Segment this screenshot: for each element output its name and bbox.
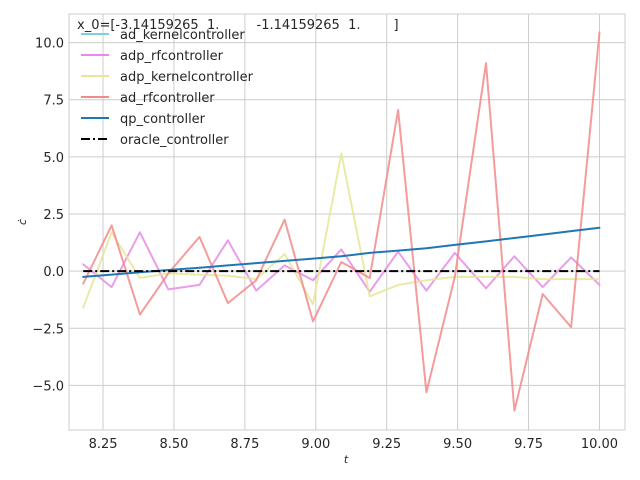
x-tick-label: 9.50 xyxy=(443,437,472,452)
y-tick-label: −2.5 xyxy=(32,322,64,337)
legend-label: oracle_controller xyxy=(120,133,229,148)
legend-label: adp_kernelcontroller xyxy=(120,70,254,85)
legend-label: ad_rfcontroller xyxy=(120,91,215,106)
x-tick-label: 8.50 xyxy=(159,437,188,452)
y-tick-label: 10.0 xyxy=(35,37,64,52)
x-tick-labels: 8.25 8.50 8.75 9.00 9.25 9.50 9.75 10.00 xyxy=(89,437,619,452)
y-tick-label: 0.0 xyxy=(43,265,64,280)
chart-title: x_0=[-3.14159265 1. -1.14159265 1. ] xyxy=(77,18,399,33)
x-tick-label: 8.25 xyxy=(89,437,118,452)
plot-frame xyxy=(68,13,626,431)
y-tick-label: 7.5 xyxy=(43,94,64,109)
x-tick-label: 9.25 xyxy=(372,437,401,452)
y-tick-label: 2.5 xyxy=(43,208,64,223)
series-layer xyxy=(82,31,601,412)
legend-label: ad_kernelcontroller xyxy=(120,28,245,43)
series-line-qp-controller xyxy=(82,226,601,278)
x-tick-label: 10.00 xyxy=(581,437,618,452)
legend-label: adp_rfcontroller xyxy=(120,49,224,64)
x-tick-label: 8.75 xyxy=(230,437,259,452)
legend: ad_kernelcontroller adp_rfcontroller adp_k… xyxy=(81,28,254,148)
y-tick-label: −5.0 xyxy=(32,379,64,394)
x-tick-label: 9.00 xyxy=(301,437,330,452)
y-tick-label: 5.0 xyxy=(43,151,64,166)
x-axis-label: t xyxy=(344,453,349,466)
legend-label: qp_controller xyxy=(120,112,206,127)
y-tick-labels: −5.0 −2.5 0.0 2.5 5.0 7.5 10.0 xyxy=(32,37,64,395)
series-line-ad-rfcontroller xyxy=(82,31,601,412)
y-axis-label: ċ xyxy=(16,219,29,225)
series-line-adp-rfcontroller xyxy=(82,231,601,293)
x-tick-label: 9.75 xyxy=(514,437,543,452)
plot-area xyxy=(69,14,625,430)
